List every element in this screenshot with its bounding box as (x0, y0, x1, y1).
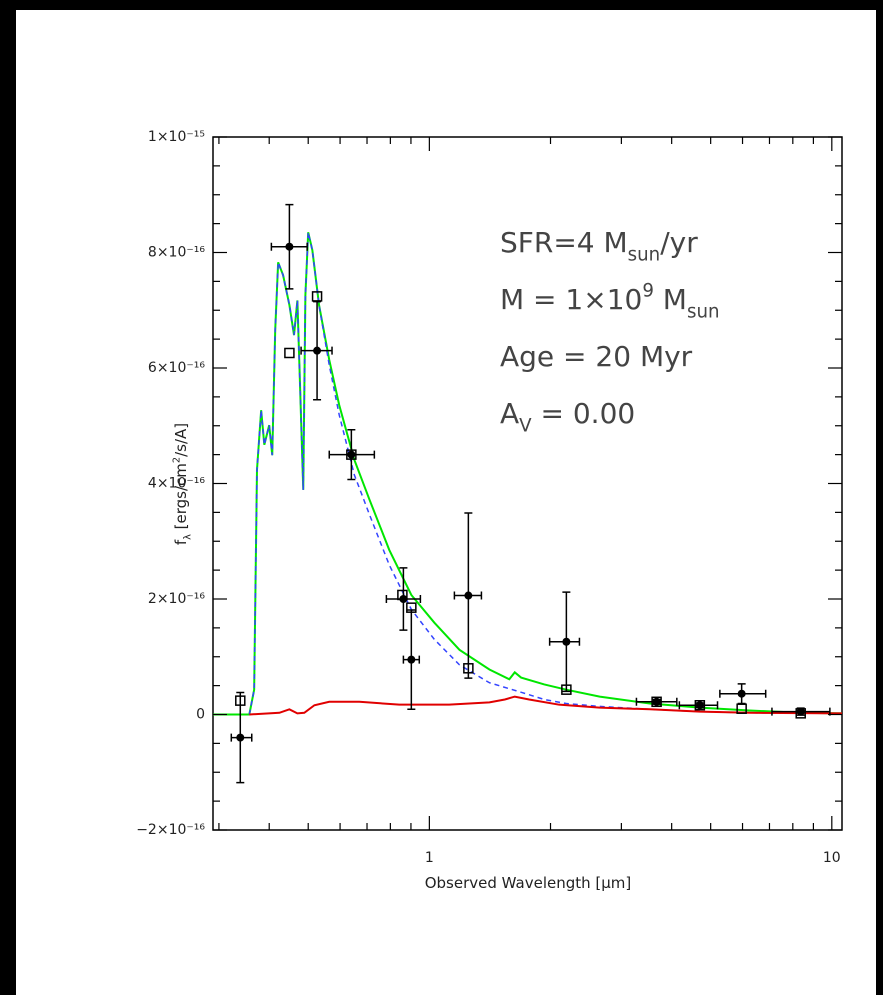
observed-flux (652, 697, 661, 706)
model-curve (248, 232, 842, 715)
annotation: AV = 0.00 (500, 397, 635, 436)
observed-flux (695, 701, 704, 710)
model-flux (651, 696, 662, 708)
model-flux (561, 684, 572, 695)
observed-flux (737, 689, 746, 698)
y-tick-label: 6×10⁻¹⁶ (148, 360, 205, 376)
x-axis-label: Observed Wavelength [μm] (425, 874, 632, 892)
y-tick-label: 4×10⁻¹⁶ (148, 476, 205, 492)
y-axis-label-part: f (172, 539, 190, 545)
observed-flux (464, 591, 473, 600)
y-tick-label: −2×10⁻¹⁶ (136, 822, 205, 838)
model-flux (397, 589, 408, 601)
annotation-part: Age = 20 Myr (500, 340, 693, 373)
annotation-part: M = 1×10 (500, 283, 642, 316)
y-axis-label-part: 2 (171, 457, 182, 463)
curves (213, 232, 842, 716)
observed-flux (285, 242, 294, 251)
model-flux (284, 347, 295, 359)
y-axis-label-part: [ergs/cm (172, 463, 190, 534)
model-curve (249, 695, 842, 716)
model-flux (694, 700, 706, 711)
y-tick-label: 2×10⁻¹⁶ (148, 591, 205, 607)
y-axis-label-part: /s/A] (172, 423, 190, 457)
canvas (16, 10, 876, 995)
model-flux (406, 602, 417, 613)
model-flux (311, 291, 323, 302)
x-tick-label: 10 (823, 850, 841, 866)
model-flux (463, 663, 474, 674)
y-axis-label-part: λ (183, 534, 194, 540)
model-flux (795, 708, 806, 719)
y-axis-label: fλ [ergs/cm2/s/A] (171, 423, 193, 545)
annotation: SFR=4 Msun/yr (500, 226, 698, 265)
y-tick-label: 0 (196, 707, 205, 723)
annotation-part: SFR=4 M (500, 226, 628, 259)
annotation-part: = 0.00 (532, 397, 636, 430)
x-tick-label: 1 (425, 850, 434, 866)
annotation-part: A (500, 397, 519, 430)
annotation-part: M (654, 283, 687, 316)
y-tick-label: 1×10⁻¹⁵ (148, 129, 205, 145)
model-curve (213, 232, 842, 716)
annotation: Age = 20 Myr (500, 340, 693, 373)
annotation-part: V (519, 415, 532, 436)
observed-flux (407, 655, 416, 664)
observed-flux (347, 450, 356, 459)
annotation-part: 9 (642, 280, 654, 301)
annotation-part: sun (687, 301, 720, 322)
y-tick-label: 8×10⁻¹⁶ (148, 245, 205, 261)
model-flux (346, 449, 357, 460)
model-flux (736, 703, 747, 714)
annotation-part: sun (628, 244, 661, 265)
model-flux (235, 695, 246, 706)
observed-flux (236, 733, 245, 742)
annotation: M = 1×109 Msun (500, 280, 720, 322)
observed-flux (796, 707, 805, 716)
observed-flux (562, 637, 571, 646)
observed-flux (313, 346, 322, 355)
annotation-part: /yr (660, 226, 698, 259)
